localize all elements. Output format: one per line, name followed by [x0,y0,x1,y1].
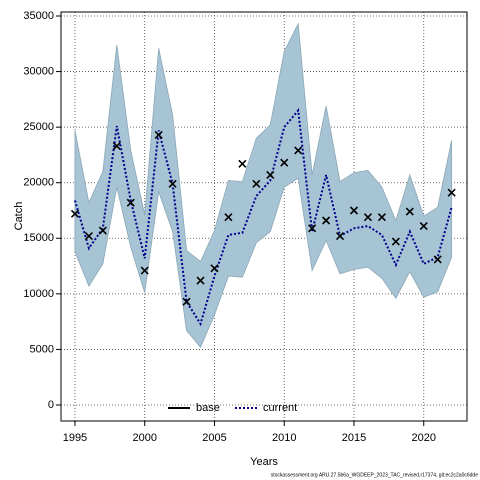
y-tick-label: 30000 [23,65,54,77]
x-tick-label: 2010 [272,432,296,444]
observed-point [168,179,177,188]
x-tick-label: 2000 [132,432,156,444]
observed-point [112,141,121,151]
observed-point [294,146,303,155]
y-tick-label: 0 [48,399,54,411]
observed-point [363,213,373,222]
observed-point [377,213,386,222]
observed-point [349,206,359,215]
observed-point [182,297,191,306]
confidence-band [74,22,453,348]
observed-point [224,213,233,222]
observed-point [238,159,247,168]
observed-point [210,264,219,273]
observed-point [126,198,135,207]
observed-point [98,226,107,235]
observed-point [84,231,93,241]
legend-label: base [196,402,220,414]
observed-point [70,209,80,218]
observed-point [419,221,428,231]
x-axis-label: Years [250,456,278,468]
observed-point [405,207,414,216]
x-tick-label: 2020 [412,432,436,444]
observed-point [252,179,261,188]
y-tick-label: 15000 [23,232,54,244]
plot-frame [60,11,468,422]
footer: stockassessment.org ARU.27.5b6a_WGDEEP_2… [271,472,478,478]
y-tick-label: 5000 [30,343,54,355]
observed-point [433,255,442,264]
y-axis-label: Catch [13,202,25,231]
y-tick-label: 35000 [23,10,54,22]
x-tick-label: 1995 [63,432,87,444]
observed-point [280,158,289,167]
observed-point [196,276,205,285]
observed-point [154,130,163,139]
observed-point [322,216,331,225]
y-tick-label: 20000 [23,177,54,189]
x-tick-label: 2005 [202,432,226,444]
y-tick-label: 10000 [23,288,54,300]
legend-label: current [263,402,297,414]
observed-point [266,170,275,179]
observed-point [140,266,149,275]
observed-point [335,231,345,241]
observed-point [308,224,317,233]
observed-point [447,188,456,197]
y-tick-label: 25000 [23,121,54,133]
x-tick-label: 2015 [342,432,366,444]
observed-point [391,237,400,246]
